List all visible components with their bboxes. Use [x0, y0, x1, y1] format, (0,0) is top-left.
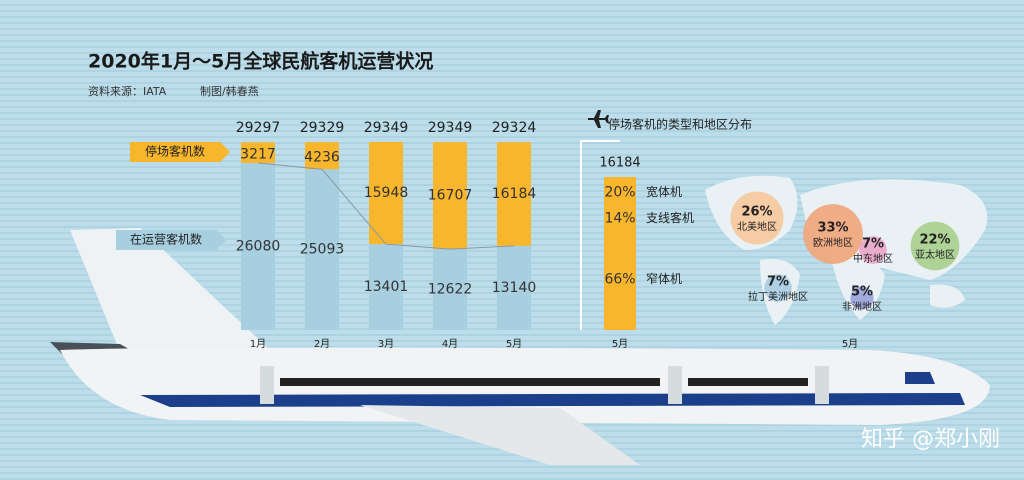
frame-line — [580, 140, 620, 142]
frame-line — [580, 140, 582, 330]
bar-segment — [604, 229, 636, 330]
region-name: 拉丁美洲地区 — [748, 290, 808, 303]
region-name: 中东地区 — [853, 252, 893, 265]
bar-segment — [433, 249, 467, 330]
bar-segment — [497, 245, 531, 330]
x-tick-label: 3月 — [378, 338, 394, 350]
value-label: 13140 — [492, 280, 537, 296]
total-label: 29349 — [428, 120, 473, 136]
value-label: 4236 — [304, 150, 340, 166]
bubble — [730, 191, 784, 245]
value-label: 16184 — [492, 186, 537, 202]
x-tick-label: 2月 — [314, 338, 330, 350]
total-label: 16184 — [599, 156, 640, 171]
legend-tag — [130, 142, 230, 162]
value-label: 12622 — [428, 282, 473, 298]
region-name: 非洲地区 — [842, 300, 882, 313]
total-label: 29329 — [300, 120, 345, 136]
bar-segment — [604, 177, 636, 208]
bar-segment — [305, 142, 339, 170]
value-label: 26080 — [236, 238, 281, 254]
x-tick-label: 5月 — [612, 338, 628, 350]
bar-segment — [604, 207, 636, 230]
x-label: 5月 — [842, 338, 858, 350]
x-tick-label: 5月 — [506, 338, 522, 350]
value-label: 3217 — [240, 147, 276, 163]
value-label: 16707 — [428, 188, 473, 204]
title: 2020年1月～5月全球民航客机运营状况 — [88, 50, 433, 73]
bar-segment — [241, 142, 275, 163]
value-label: 22% — [919, 233, 950, 248]
region-name: 欧洲地区 — [813, 236, 853, 249]
bubble — [764, 274, 792, 302]
x-tick-label: 1月 — [250, 338, 266, 350]
bubble — [859, 236, 887, 264]
legend-label: 停场客机数 — [145, 144, 205, 159]
segment-name: 支线客机 — [646, 210, 694, 225]
value-label: 26% — [741, 205, 772, 220]
segment-name: 窄体机 — [646, 271, 682, 286]
bar-segment — [369, 244, 403, 330]
x-tick-label: 4月 — [442, 338, 458, 350]
plane-icon — [588, 110, 609, 128]
value-label: 14% — [604, 210, 635, 226]
total-label: 29349 — [364, 120, 409, 136]
value-label: 33% — [817, 221, 848, 236]
value-label: 15948 — [364, 185, 409, 201]
value-label: 13401 — [364, 279, 409, 295]
bar-segment — [433, 142, 467, 250]
segment-name: 宽体机 — [646, 184, 682, 199]
value-label: 25093 — [300, 242, 345, 258]
credit: 制图/韩春燕 — [200, 84, 259, 98]
total-label: 29297 — [236, 120, 281, 136]
bubble — [850, 286, 874, 310]
value-label: 7% — [862, 237, 884, 252]
value-label: 5% — [851, 285, 873, 300]
bar-segment — [305, 169, 339, 330]
airplane — [50, 228, 990, 465]
value-label: 66% — [604, 272, 635, 288]
bar-segment — [369, 142, 403, 245]
watermark: 知乎 @郑小刚 — [861, 427, 1000, 452]
total-label: 29324 — [492, 120, 537, 136]
value-label: 7% — [767, 275, 789, 290]
region-name: 亚太地区 — [915, 248, 955, 261]
bubble — [910, 221, 960, 271]
boundary-line — [257, 162, 515, 250]
subchart-title: 停场客机的类型和地区分布 — [608, 117, 752, 132]
bubble — [803, 204, 863, 264]
legend-label: 在运营客机数 — [130, 232, 202, 247]
source: 资料来源：IATA — [88, 84, 167, 98]
legend-tag — [116, 230, 226, 250]
bar-segment — [497, 142, 531, 246]
bar-segment — [241, 162, 275, 330]
value-label: 20% — [604, 184, 635, 200]
region-name: 北美地区 — [737, 220, 777, 233]
